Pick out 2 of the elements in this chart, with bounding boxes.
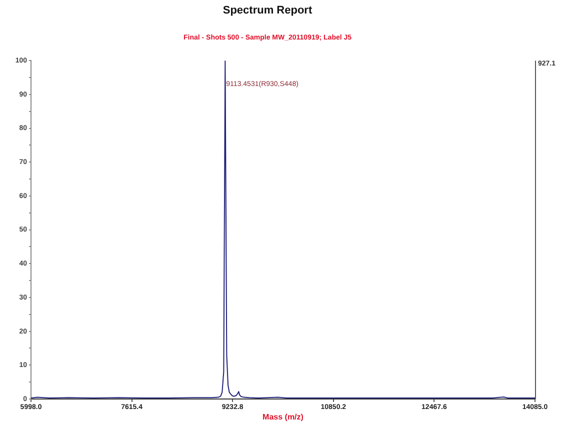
x-axis-title: Mass (m/z) [262, 412, 304, 422]
chart-title: Spectrum Report [222, 4, 312, 17]
